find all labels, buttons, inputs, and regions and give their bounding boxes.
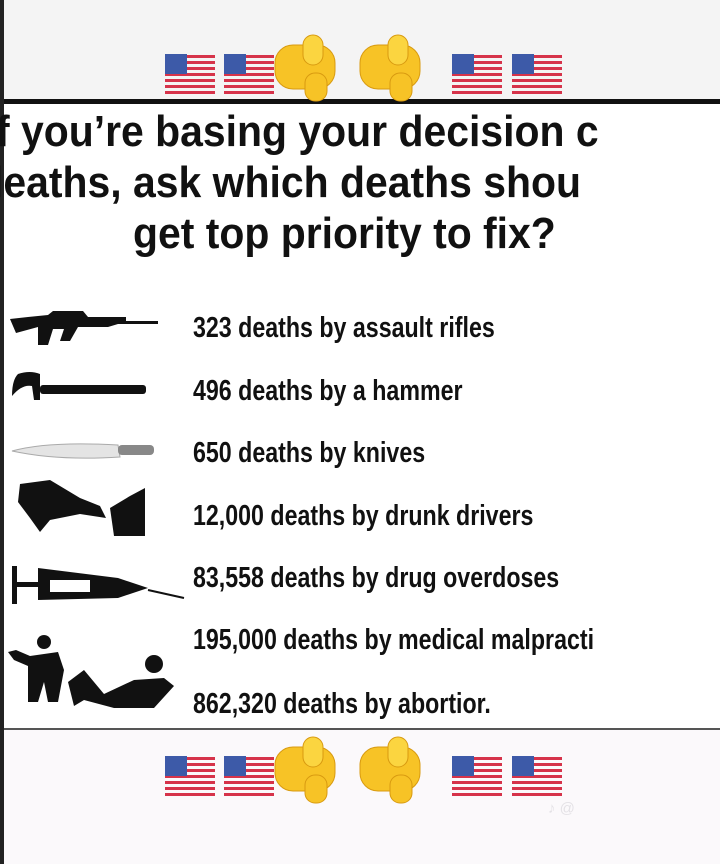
- stat-knives: 650 deaths by knives: [193, 437, 426, 469]
- bottom-banner: [0, 730, 720, 864]
- title-line-2: leaths, ask which deaths shou: [0, 158, 581, 207]
- stat-drug-overdoses: 83,558 deaths by drug overdoses: [193, 562, 560, 594]
- drunk-driving-icon: [18, 480, 145, 536]
- top-banner: [0, 0, 720, 100]
- us-flag-icon: [224, 54, 274, 94]
- hammer-icon: [12, 372, 146, 400]
- us-flag-icon: [224, 756, 274, 796]
- frame-edge: [0, 0, 4, 864]
- divider: [0, 99, 720, 104]
- stat-assault-rifles: 323 deaths by assault rifles: [193, 312, 495, 344]
- stat-drunk-drivers: 12,000 deaths by drunk drivers: [193, 500, 534, 532]
- us-flag-icon: [512, 756, 562, 796]
- us-flag-icon: [452, 756, 502, 796]
- syringe-icon: [12, 566, 185, 604]
- pointing-hand-icon: [274, 736, 336, 804]
- stat-abortion: 862,320 deaths by abortior.: [193, 688, 491, 720]
- watermark: ♪ @: [548, 800, 575, 817]
- title-line-3: get top priority to fix?: [133, 209, 556, 258]
- stat-hammer: 496 deaths by a hammer: [193, 375, 463, 407]
- us-flag-icon: [512, 54, 562, 94]
- us-flag-icon: [452, 54, 502, 94]
- emoji-row-bottom: [160, 735, 570, 805]
- us-flag-icon: [165, 54, 215, 94]
- content-card: [0, 104, 720, 728]
- stat-medical-malpractice: 195,000 deaths by medical malpracti: [193, 624, 595, 656]
- doctor-patient-icon: [8, 635, 174, 708]
- pointing-hand-icon: [359, 736, 421, 804]
- us-flag-icon: [165, 756, 215, 796]
- assault-rifle-icon: [10, 311, 158, 345]
- emoji-row-top: [160, 33, 570, 103]
- pointing-hand-icon: [359, 34, 421, 102]
- divider: [0, 728, 720, 730]
- knife-icon: [11, 443, 154, 459]
- pointing-hand-icon: [274, 34, 336, 102]
- title-line-1: f you’re basing your decision c: [0, 107, 599, 156]
